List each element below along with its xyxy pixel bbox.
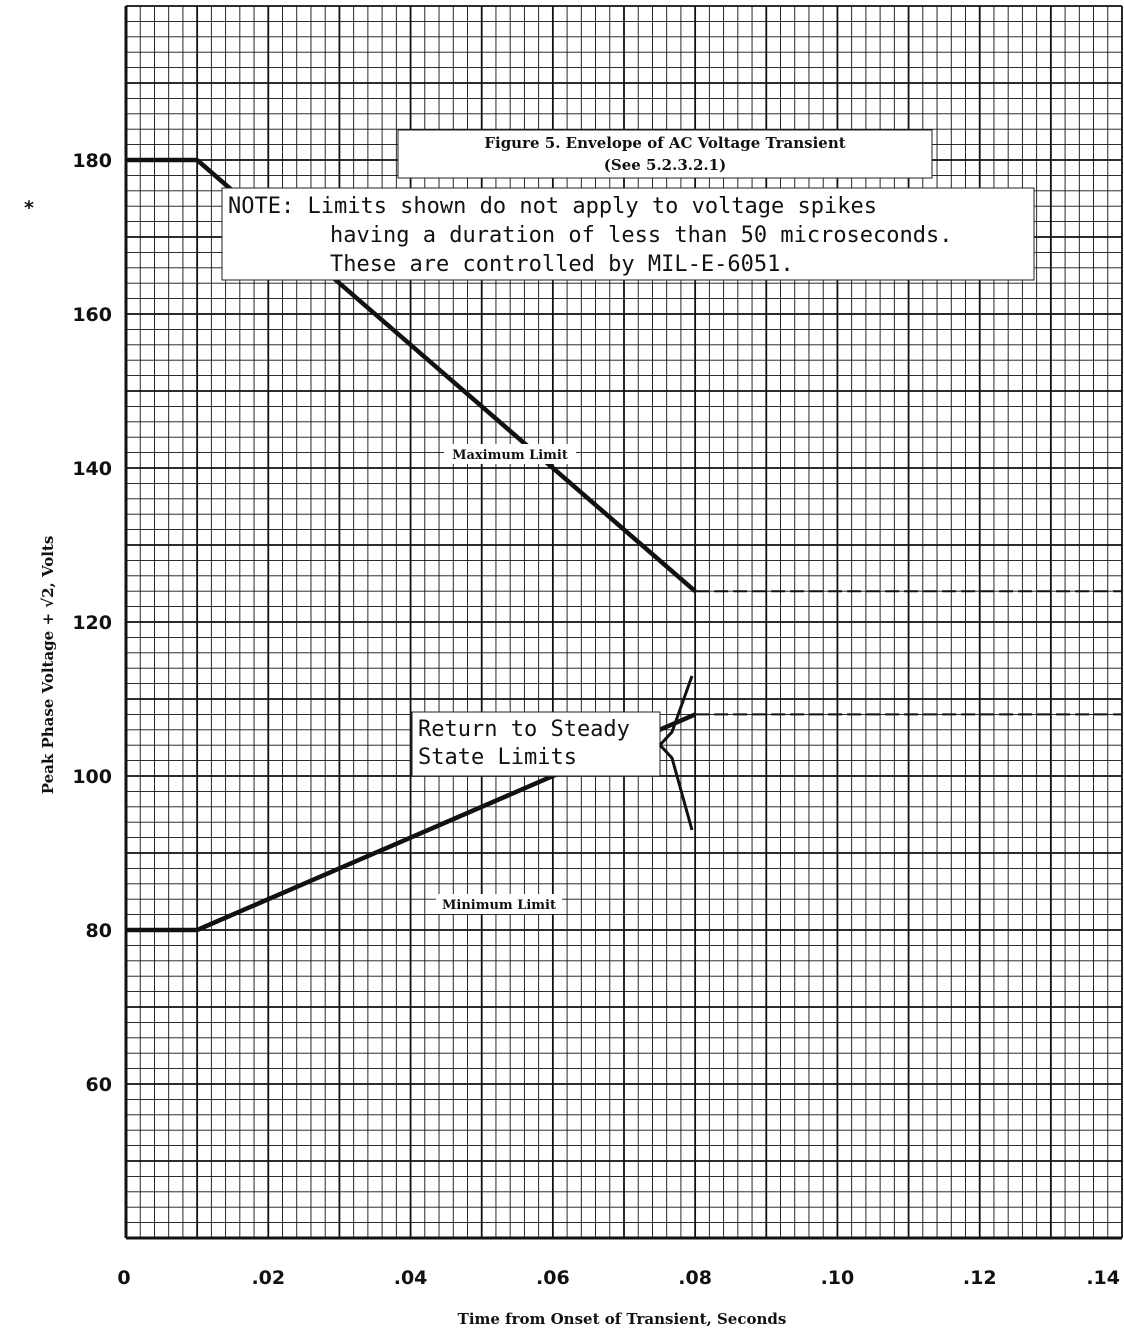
callout-line-2: State Limits xyxy=(418,745,577,770)
callout-arrow xyxy=(658,675,694,747)
tick-labels: 0 .02 .04 .06 .08 .10 .12 .14 60 80 100 120 140 160 18… xyxy=(72,150,1120,1289)
chart-subtitle: (See 5.2.3.2.1) xyxy=(604,156,726,174)
series-label-max: Maximum Limit xyxy=(452,448,568,463)
note-line-3: These are controlled by MIL-E-6051. xyxy=(330,252,794,277)
y-tick-label: 120 xyxy=(72,612,112,634)
y-tick-label: 100 xyxy=(72,766,112,788)
note-line-2: having a duration of less than 50 micros… xyxy=(330,223,953,248)
x-tick-label: .10 xyxy=(821,1267,855,1289)
x-axis-title: Time from Onset of Transient, Seconds xyxy=(458,1310,787,1328)
x-tick-label: .12 xyxy=(963,1267,997,1289)
callout-line-1: Return to Steady xyxy=(418,717,630,742)
chart-title: Figure 5. Envelope of AC Voltage Transie… xyxy=(484,134,845,152)
asterisk-mark: * xyxy=(24,197,34,219)
x-tick-label: 0 xyxy=(117,1267,130,1289)
series-label-min: Minimum Limit xyxy=(442,898,556,913)
note-line-1: NOTE: Limits shown do not apply to volta… xyxy=(228,194,877,219)
title-block: Figure 5. Envelope of AC Voltage Transie… xyxy=(397,129,933,179)
min-label-bg xyxy=(436,894,562,914)
x-tick-label: .02 xyxy=(251,1267,285,1289)
callout-block: Return to Steady State Limits xyxy=(411,675,694,831)
x-tick-label: .04 xyxy=(394,1267,428,1289)
x-tick-label: .08 xyxy=(678,1267,712,1289)
note-block: NOTE: Limits shown do not apply to volta… xyxy=(221,187,1035,281)
callout-box xyxy=(411,711,661,777)
y-tick-label: 80 xyxy=(86,920,112,942)
y-tick-label: 140 xyxy=(72,458,112,480)
y-tick-label: 160 xyxy=(72,304,112,326)
x-tick-label: .14 xyxy=(1086,1267,1120,1289)
x-tick-label: .06 xyxy=(536,1267,570,1289)
max-label-bg xyxy=(444,444,576,464)
y-tick-label: 180 xyxy=(72,150,112,172)
callout-arrow-lower xyxy=(658,743,694,831)
note-box xyxy=(221,187,1035,281)
y-axis-title: Peak Phase Voltage + √2, Volts xyxy=(39,536,57,795)
title-box xyxy=(397,129,933,179)
y-tick-label: 60 xyxy=(86,1074,112,1096)
